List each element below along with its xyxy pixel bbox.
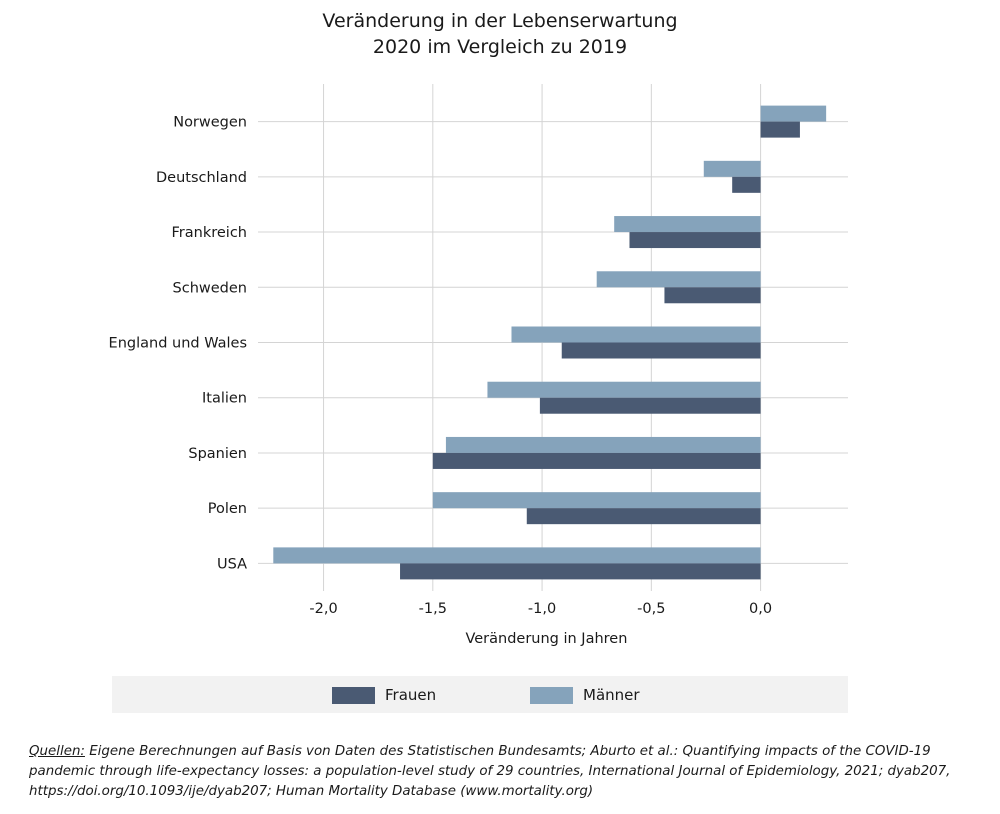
bar-maenner xyxy=(445,436,761,453)
bar-frauen xyxy=(664,287,761,304)
legend-swatch-frauen xyxy=(332,686,375,704)
y-tick-label: Schweden xyxy=(173,280,247,296)
bar-frauen xyxy=(629,232,761,249)
bar-frauen xyxy=(561,342,761,359)
legend-label-maenner: Männer xyxy=(583,686,640,704)
legend-item-frauen: Frauen xyxy=(332,686,436,704)
bar-chart: Norwegen Deutschland Frankreich Schweden Eng… xyxy=(109,84,848,647)
y-tick-label: Frankreich xyxy=(172,225,247,241)
bar-maenner xyxy=(432,492,761,509)
source-line-3: https://doi.org/10.1093/ije/dyab207; Hum… xyxy=(29,784,594,799)
bar-frauen xyxy=(526,508,761,525)
bar-maenner xyxy=(487,381,761,398)
y-tick-label: Italien xyxy=(202,391,247,407)
chart-title-line-1: Veränderung in der Lebenserwartung xyxy=(322,10,678,32)
y-tick-label: Spanien xyxy=(188,446,247,462)
x-tick-label: 0,0 xyxy=(749,601,772,617)
bar-frauen xyxy=(539,397,761,414)
source-note: Quellen: Eigene Berechnungen auf Basis v… xyxy=(29,742,989,802)
chart-title-line-2: 2020 im Vergleich zu 2019 xyxy=(372,36,628,58)
bar-frauen xyxy=(400,563,761,580)
source-line-2: pandemic through life-expectancy losses:… xyxy=(29,764,951,779)
source-line-1: Quellen: Eigene Berechnungen auf Basis v… xyxy=(29,742,989,762)
source-label: Quellen: xyxy=(29,744,85,759)
legend-label-frauen: Frauen xyxy=(385,686,437,704)
y-tick-label: Deutschland xyxy=(156,170,247,186)
y-tick-label: Polen xyxy=(208,501,247,517)
chart-title: Veränderung in der Lebenserwartung 2020 … xyxy=(0,8,1000,60)
x-tick-label: -0,5 xyxy=(637,601,665,617)
source-text-1: Eigene Berechnungen auf Basis von Daten … xyxy=(84,744,931,759)
x-axis-label: Veränderung in Jahren xyxy=(465,631,627,647)
legend-swatch-maenner xyxy=(530,686,573,704)
bar-frauen xyxy=(760,121,800,138)
bar-frauen xyxy=(732,176,761,193)
bar-maenner xyxy=(596,271,761,288)
bar-maenner xyxy=(273,547,761,564)
bar-maenner xyxy=(703,160,761,177)
y-tick-label: England und Wales xyxy=(109,336,247,352)
x-tick-label: -2,0 xyxy=(309,601,337,617)
bar-maenner xyxy=(511,326,761,343)
y-tick-label: USA xyxy=(217,556,247,572)
x-tick-label: -1,5 xyxy=(419,601,447,617)
legend: Frauen Männer xyxy=(112,676,848,713)
legend-item-maenner: Männer xyxy=(530,686,640,704)
bar-maenner xyxy=(614,216,761,233)
y-tick-label: Norwegen xyxy=(173,115,247,131)
bar-maenner xyxy=(760,105,827,122)
bar-frauen xyxy=(432,452,761,469)
x-tick-label: -1,0 xyxy=(528,601,556,617)
